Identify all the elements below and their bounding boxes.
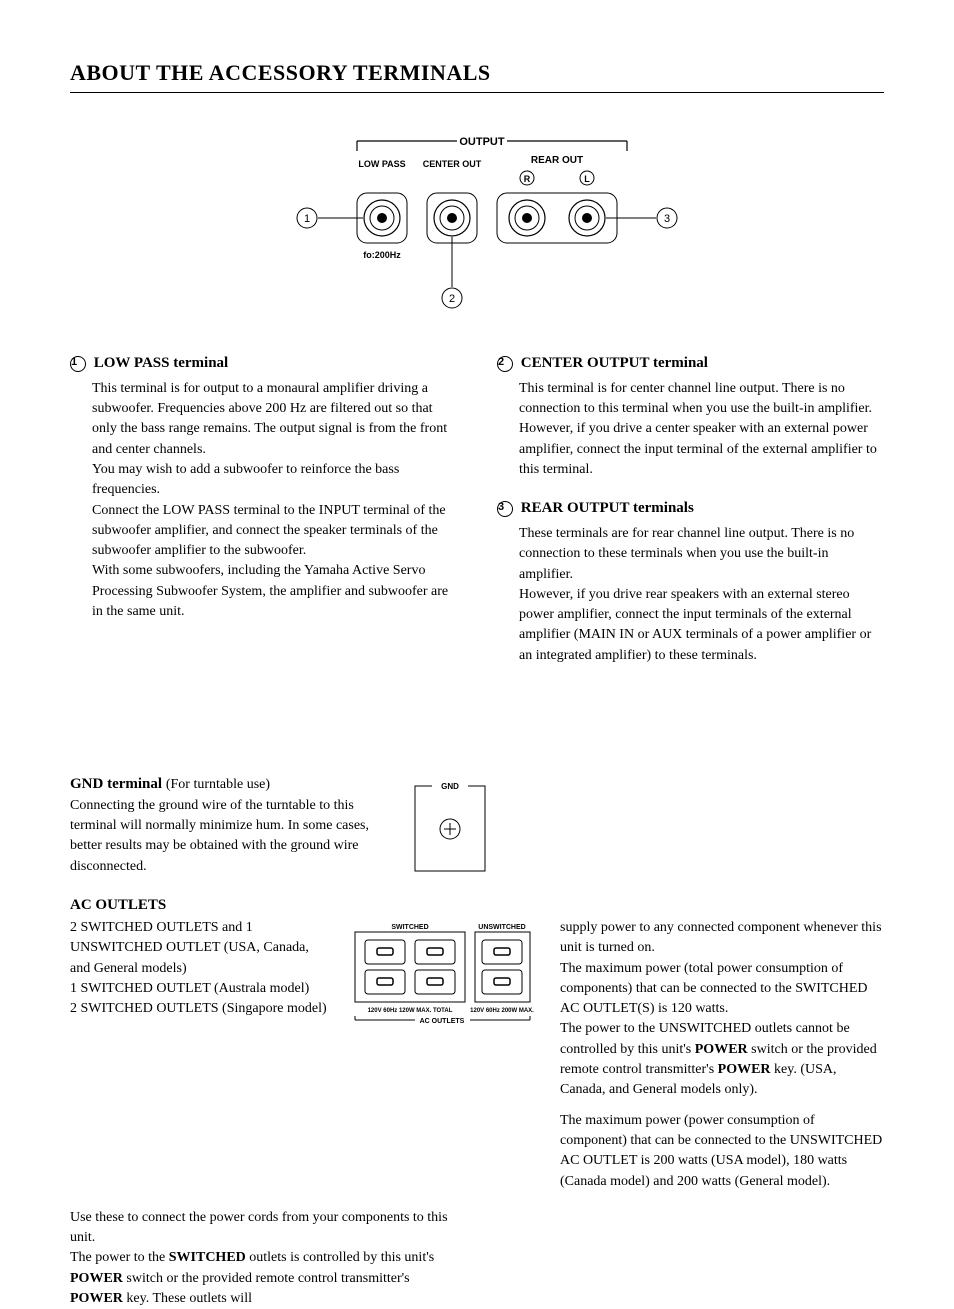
ac-list-3: 2 SWITCHED OUTLETS (Singapore model) [70, 999, 330, 1019]
page-title: ABOUT THE ACCESSORY TERMINALS [70, 60, 884, 93]
ac-right-p2: The maximum power (total power consumpti… [560, 959, 884, 1020]
ac-bottom-right-spacer [497, 1208, 884, 1309]
circled-2-icon: 2 [497, 356, 513, 372]
outlet-icon [365, 970, 405, 994]
gnd-diagram: GND [410, 774, 490, 874]
svg-text:LOW PASS: LOW PASS [358, 159, 405, 169]
ac-right-p3: The power to the UNSWITCHED outlets cann… [560, 1019, 884, 1100]
gnd-title: GND terminal [70, 776, 162, 792]
svg-text:SWITCHED: SWITCHED [391, 924, 428, 931]
svg-text:3: 3 [664, 213, 670, 225]
svg-text:AC OUTLETS: AC OUTLETS [420, 1018, 465, 1025]
left-column: 1 LOW PASS terminal This terminal is for… [70, 353, 457, 684]
ac-outlets-diagram: SWITCHED UNSWITCHED [350, 918, 540, 1028]
ac-left-p1b: The power to the SWITCHED outlets is con… [70, 1248, 457, 1309]
terminals-columns: 1 LOW PASS terminal This terminal is for… [70, 353, 884, 684]
ac-right-upper: supply power to any connected component … [560, 918, 884, 1192]
lower-block: GND terminal (For turntable use) Connect… [70, 774, 884, 1309]
gnd-text: GND terminal (For turntable use) Connect… [70, 774, 390, 877]
svg-text:R: R [524, 174, 531, 184]
ac-list-2: 1 SWITCHED OUTLET (Australa model) [70, 979, 330, 999]
gnd-head: GND terminal (For turntable use) [70, 774, 390, 796]
right-column: 2 CENTER OUTPUT terminal This terminal i… [497, 353, 884, 684]
low-pass-title: LOW PASS terminal [94, 355, 228, 371]
outlet-icon [415, 940, 455, 964]
low-pass-head: 1 LOW PASS terminal [70, 353, 457, 375]
ac-right-p1: supply power to any connected component … [560, 918, 884, 959]
center-out-body: This terminal is for center channel line… [497, 379, 884, 480]
output-diagram-svg: OUTPUT LOW PASS CENTER OUT REAR OUT R L [207, 123, 747, 323]
rear-out-title: REAR OUTPUT terminals [521, 500, 694, 516]
svg-text:CENTER OUT: CENTER OUT [423, 159, 482, 169]
jack-center-out [434, 200, 470, 236]
center-out-head: 2 CENTER OUTPUT terminal [497, 353, 884, 375]
svg-text:2: 2 [449, 293, 455, 305]
circled-1-icon: 1 [70, 356, 86, 372]
rear-out-body: These terminals are for rear channel lin… [497, 524, 884, 666]
ac-bottom-left: Use these to connect the power cords fro… [70, 1208, 457, 1309]
jack-rear-r [509, 200, 545, 236]
svg-text:GND: GND [441, 782, 459, 791]
outlet-icon [415, 970, 455, 994]
svg-text:REAR OUT: REAR OUT [531, 155, 583, 166]
gnd-row: GND terminal (For turntable use) Connect… [70, 774, 884, 877]
ac-outlets-section: AC OUTLETS 2 SWITCHED OUTLETS and 1 UNSW… [70, 897, 884, 1309]
ac-head: AC OUTLETS [70, 897, 884, 914]
outlet-icon [482, 970, 522, 994]
jack-low-pass [364, 200, 400, 236]
ac-top-row: 2 SWITCHED OUTLETS and 1 UNSWITCHED OUTL… [70, 918, 884, 1192]
ac-right-p4: The maximum power (power consumption of … [560, 1111, 884, 1192]
svg-text:1: 1 [304, 213, 310, 225]
low-pass-body: This terminal is for output to a monaura… [70, 379, 457, 623]
svg-text:fo:200Hz: fo:200Hz [363, 250, 401, 260]
svg-text:UNSWITCHED: UNSWITCHED [478, 924, 525, 931]
svg-text:OUTPUT: OUTPUT [459, 136, 505, 148]
center-out-title: CENTER OUTPUT terminal [521, 355, 708, 371]
gnd-subtitle: (For turntable use) [166, 777, 270, 792]
jack-rear-l [569, 200, 605, 236]
ac-bottom-row: Use these to connect the power cords fro… [70, 1208, 884, 1309]
outlet-icon [482, 940, 522, 964]
svg-text:120V 60Hz 200W MAX.: 120V 60Hz 200W MAX. [470, 1008, 534, 1014]
rear-out-head: 3 REAR OUTPUT terminals [497, 498, 884, 520]
circled-3-icon: 3 [497, 501, 513, 517]
output-terminals-diagram: OUTPUT LOW PASS CENTER OUT REAR OUT R L [70, 123, 884, 323]
gnd-body: Connecting the ground wire of the turnta… [70, 796, 390, 877]
outlet-icon [365, 940, 405, 964]
ac-left-p1a: Use these to connect the power cords fro… [70, 1208, 457, 1249]
ac-model-list: 2 SWITCHED OUTLETS and 1 UNSWITCHED OUTL… [70, 918, 330, 1019]
svg-text:120V 60Hz 120W MAX. TOTAL: 120V 60Hz 120W MAX. TOTAL [368, 1008, 453, 1014]
ac-list-1: 2 SWITCHED OUTLETS and 1 UNSWITCHED OUTL… [70, 918, 330, 979]
svg-text:L: L [584, 174, 590, 184]
